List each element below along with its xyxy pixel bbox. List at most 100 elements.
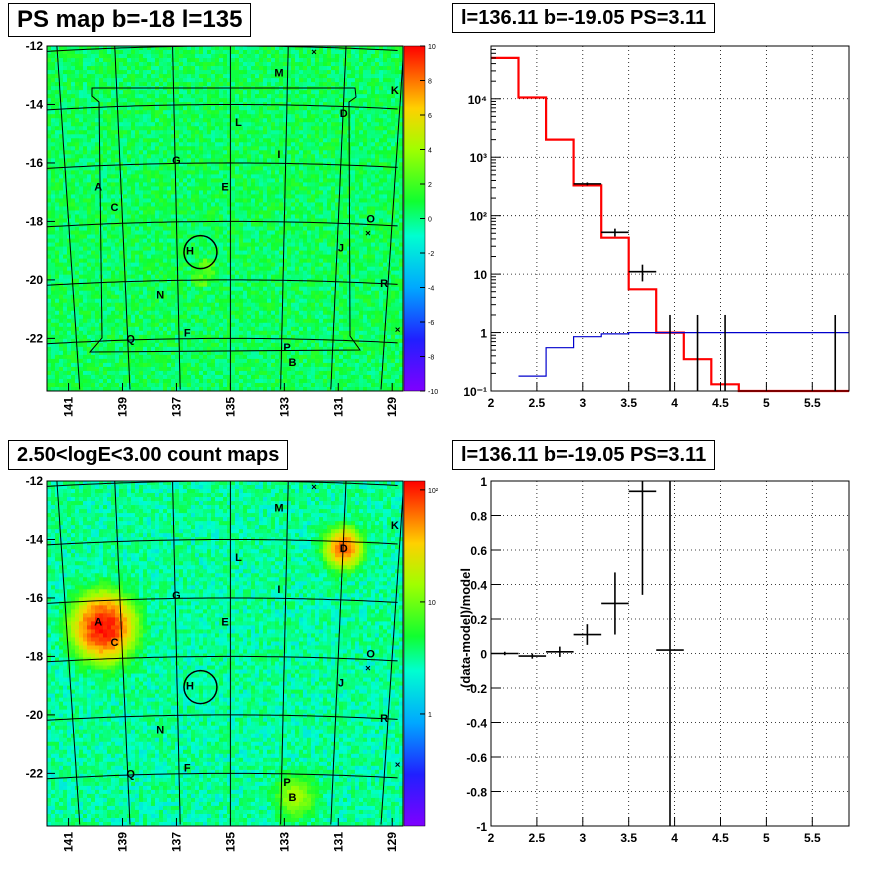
count-map-coordinate-grid [47, 481, 403, 825]
y-tick-label: -14 [26, 532, 44, 546]
spectrum-axes: 2 2.5 3 3.5 4 4.5 5 5.5 10⁻¹ 1 10 10² 10³ 10⁴ [463, 45, 821, 410]
y-tick-label: -0.2 [466, 682, 487, 696]
parallel-line [47, 46, 398, 52]
source-label-i: I [277, 584, 280, 596]
source-label-b: B [288, 357, 296, 369]
meridian-line [380, 51, 403, 390]
x-tick-label: 4 [671, 396, 678, 410]
source-label-k: K [391, 85, 399, 97]
parallel-line [47, 279, 398, 286]
ps-map-heatmap [47, 46, 404, 392]
source-label-d: D [340, 543, 348, 555]
source-label-n: N [156, 725, 164, 737]
x-tick-label: 137 [169, 397, 183, 417]
source-label-q: Q [126, 333, 135, 345]
x-tick-label: 2 [488, 831, 495, 845]
x-tick-label: 131 [331, 832, 345, 852]
spectrum-title: l=136.11 b=-19.05 PS=3.11 [452, 3, 716, 33]
meridian-line [114, 481, 131, 825]
parallel-line [47, 597, 398, 604]
y-tick-label: -12 [26, 474, 44, 488]
residual-y-axis-label: (data-model)/model [458, 568, 473, 688]
parallel-line [47, 481, 398, 487]
y-tick-label: 10² [470, 210, 487, 224]
y-tick-label: 0 [480, 648, 487, 662]
x-tick-label: 3 [579, 396, 586, 410]
count-map-heatmap [47, 481, 404, 827]
meridian-line [172, 46, 181, 390]
ps-map-colorbar: 10 8 6 4 2 0 -2 -4 -6 -8 -10 [403, 44, 438, 396]
parallel-line [47, 539, 398, 546]
x-tick-label: 139 [116, 397, 130, 417]
source-label-i: I [277, 149, 280, 161]
x-tick-label: 3.5 [620, 396, 637, 410]
source-label-o: O [366, 649, 375, 661]
ps-map-x-axis: 141 139 137 135 133 131 129 [62, 383, 399, 417]
ps-map-coordinate-grid [47, 46, 403, 390]
y-tick-label: -18 [26, 214, 44, 228]
x-tick-label: 3 [579, 831, 586, 845]
source-label-g: G [172, 155, 181, 167]
colorbar-tick-label: 2 [428, 182, 432, 189]
residual-panel: 2 2.5 3 3.5 4 4.5 5 5.5 1 0.8 0.6 0.4 0.2 0 -0.2 -0.4 -0… [458, 475, 850, 845]
ps-map-frame [46, 45, 404, 392]
y-tick-label: -20 [26, 273, 44, 287]
source-label-a: A [94, 181, 102, 193]
colorbar-tick-label: 0 [428, 217, 432, 224]
y-tick-label: 10 [474, 268, 488, 282]
x-tick-label: 137 [169, 832, 183, 852]
source-label-f: F [184, 328, 191, 340]
model-series-1 [518, 332, 849, 377]
source-label-b: B [288, 792, 296, 804]
source-label-n: N [156, 290, 164, 302]
parallel-line [47, 772, 398, 780]
y-tick-label: -22 [26, 331, 44, 345]
x-tick-label: 131 [331, 397, 345, 417]
source-label-l: L [235, 117, 242, 129]
y-tick-label: -14 [26, 97, 44, 111]
cross-marker [395, 327, 400, 332]
x-tick-label: 129 [385, 832, 399, 852]
source-label-h: H [186, 681, 194, 693]
colorbar-tick-label: -2 [428, 251, 434, 258]
y-tick-label: 0.4 [470, 579, 487, 593]
colorbar-tick-label: 8 [428, 79, 432, 86]
count-map-source-labels: A B C D E F G H I J K L M N O P Q R [94, 484, 400, 804]
y-tick-label: 0.8 [470, 510, 487, 524]
colorbar-tick-label: -8 [428, 355, 434, 362]
source-label-m: M [274, 502, 283, 514]
x-tick-label: 5.5 [804, 396, 821, 410]
meridian-line [330, 46, 347, 390]
x-tick-label: 139 [116, 832, 130, 852]
ps-map-source-labels: A B C D E F G H I J K L M N O P Q R [94, 49, 400, 369]
x-tick-label: 133 [277, 397, 291, 417]
x-tick-label: 5.5 [804, 831, 821, 845]
parallel-line [47, 104, 398, 111]
x-tick-label: 133 [277, 832, 291, 852]
meridian-line [114, 46, 131, 390]
colorbar-tick-label: 6 [428, 113, 432, 120]
source-label-j: J [338, 243, 344, 255]
ps-map-panel: A B C D E F G H I J K L M N O P Q R 141 139 137 135 133 131 129… [26, 39, 439, 417]
y-tick-label: 1 [480, 475, 487, 489]
y-tick-label: -0.6 [466, 751, 487, 765]
y-tick-label: -20 [26, 708, 44, 722]
count-map-title: 2.50<logE<3.00 count maps [8, 440, 289, 470]
y-tick-label: 10⁻¹ [463, 385, 487, 399]
count-map-colorbar: 10² 10 1 [403, 480, 439, 827]
count-map-frame [46, 480, 404, 827]
x-tick-label: 2.5 [529, 396, 546, 410]
residual-axes: 2 2.5 3 3.5 4 4.5 5 5.5 1 0.8 0.6 0.4 0.2 0 -0.2 -0.4 -0… [466, 475, 821, 845]
cross-marker [311, 49, 317, 55]
colorbar-tick-label: -4 [428, 286, 434, 293]
count-map-x-axis: 141 139 137 135 133 131 129 [62, 818, 399, 852]
parallel-line [47, 655, 398, 663]
ps-map-title: PS map b=-18 l=135 [8, 3, 252, 37]
x-tick-label: 141 [62, 397, 76, 417]
y-tick-label: -12 [26, 39, 44, 53]
x-tick-label: 141 [62, 832, 76, 852]
source-label-c: C [110, 202, 118, 214]
y-tick-label: -1 [476, 820, 487, 834]
source-label-e: E [221, 181, 228, 193]
meridian-line [330, 481, 347, 825]
